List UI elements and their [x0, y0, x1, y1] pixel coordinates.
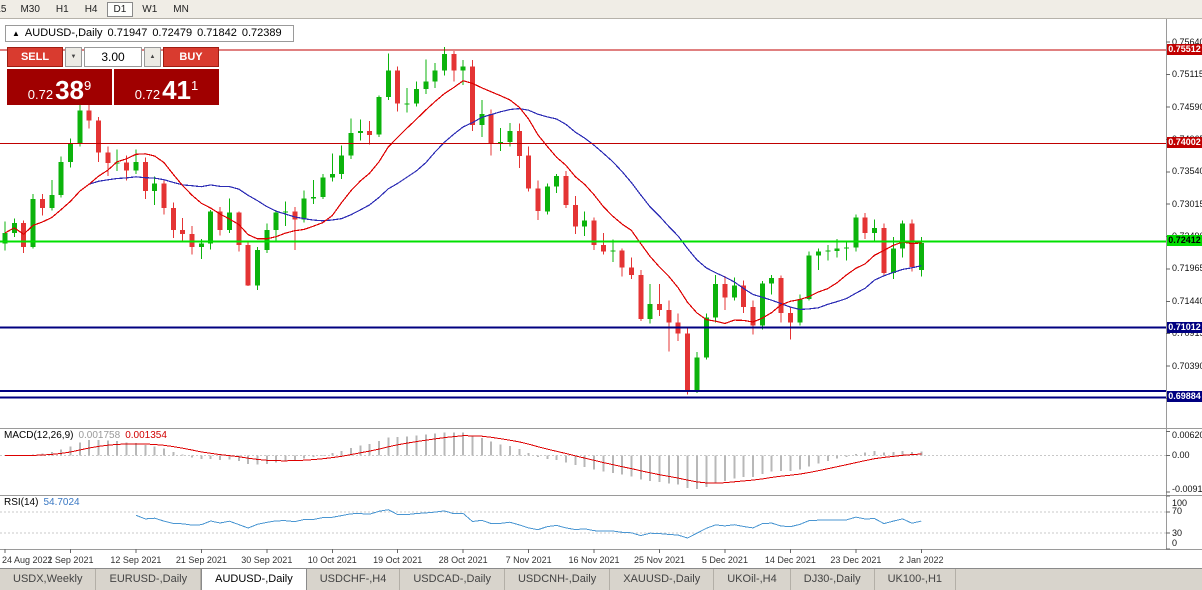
volume-input[interactable]: 3.00	[84, 47, 142, 67]
collapse-triangle-icon[interactable]: ▲	[12, 29, 20, 38]
bid-pips: 38	[55, 75, 84, 105]
chart-tab-uk100-h1[interactable]: UK100-,H1	[874, 569, 957, 590]
bid-price[interactable]: 0.72 38 9	[7, 69, 112, 105]
chart-area: 0.75640 0.75115 0.74590 0.74065 0.73540 0.730…	[0, 19, 1202, 568]
rsi-title: RSI(14)	[4, 497, 39, 508]
volume-increase-button[interactable]: ▲	[144, 47, 161, 67]
timeframe-buttons: M30 H1 H4 D1 W1 MN	[12, 1, 196, 17]
timeframe-button-d1[interactable]: D1	[106, 1, 134, 17]
ask-prefix: 0.72	[134, 87, 161, 102]
bid-point: 9	[84, 78, 92, 93]
symbol-label: AUDUSD-,Daily	[24, 27, 103, 39]
open-value: 0.71947	[107, 27, 148, 39]
sell-button[interactable]: SELL	[7, 47, 63, 67]
ask-price[interactable]: 0.72 41 1	[114, 69, 219, 105]
macd-main-value: 0.001758	[78, 430, 121, 441]
rsi-label: RSI(14) 54.7024	[4, 497, 80, 508]
chart-tab-usdx-weekly[interactable]: USDX,Weekly	[0, 569, 97, 590]
ohlc-info: ▲ AUDUSD-,Daily 0.71947 0.72479 0.71842 0.723…	[5, 25, 294, 42]
timeframe-toolbar: M15 M30 H1 H4 D1 W1 MN	[0, 0, 1202, 19]
volume-decrease-button[interactable]: ▼	[65, 47, 82, 67]
chart-tab-usdcnh-daily[interactable]: USDCNH-,Daily	[504, 569, 611, 590]
high-value: 0.72479	[152, 27, 193, 39]
close-value: 0.72389	[241, 27, 282, 39]
chart-tab-ukoil-h4[interactable]: UKOil-,H4	[714, 569, 791, 590]
tab-bar: USDX,Weekly EURUSD-,Daily AUDUSD-,Daily USD…	[0, 568, 1202, 590]
timeframe-button-m30[interactable]: M30	[20, 3, 40, 15]
one-click-trading-panel: SELL ▼ 3.00 ▲ BUY 0.72 38 9 0.72 41 1	[7, 47, 219, 105]
candlestick-chart[interactable]	[0, 19, 1202, 568]
timeframe-button-h1[interactable]: H1	[55, 3, 69, 15]
chart-tab-usdcad-daily[interactable]: USDCAD-,Daily	[400, 569, 505, 590]
low-value: 0.71842	[197, 27, 237, 39]
rsi-value: 54.7024	[43, 497, 80, 508]
chart-tab-xauusd-daily[interactable]: XAUUSD-,Daily	[610, 569, 715, 590]
chart-tab-eurusd-daily[interactable]: EURUSD-,Daily	[96, 569, 202, 590]
timeframe-button-m15[interactable]: M15	[0, 3, 7, 15]
timeframe-button-mn[interactable]: MN	[173, 3, 189, 15]
macd-label: MACD(12,26,9) 0.001758 0.001354	[4, 430, 167, 441]
buy-button[interactable]: BUY	[163, 47, 219, 67]
ask-point: 1	[191, 78, 199, 93]
chart-tab-usdchf-h4[interactable]: USDCHF-,H4	[306, 569, 401, 590]
macd-title: MACD(12,26,9)	[4, 430, 74, 441]
macd-signal-value: 0.001354	[125, 430, 167, 441]
chart-tab-dj30-daily[interactable]: DJ30-,Daily	[790, 569, 875, 590]
bid-prefix: 0.72	[27, 87, 54, 102]
timeframe-button-w1[interactable]: W1	[142, 3, 158, 15]
timeframe-button-h4[interactable]: H4	[84, 3, 98, 15]
chart-tab-audusd-daily[interactable]: AUDUSD-,Daily	[201, 569, 307, 590]
ask-pips: 41	[162, 75, 191, 105]
